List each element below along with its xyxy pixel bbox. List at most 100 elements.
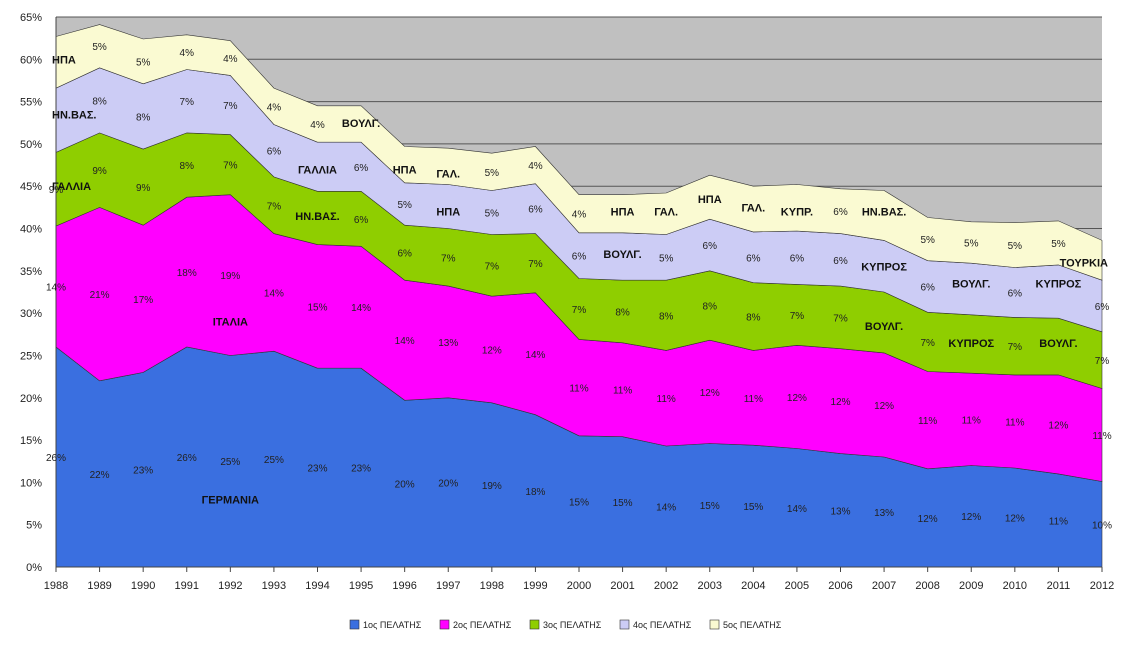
y-tick-label: 65% (20, 12, 42, 24)
legend-label: 4ος ΠΕΛΑΤΗΣ (633, 620, 692, 630)
data-label: 8% (92, 96, 107, 107)
data-label: 26% (177, 453, 197, 464)
data-label: 9% (136, 183, 151, 194)
x-tick-label: 2011 (1047, 580, 1071, 592)
data-label: 7% (1095, 356, 1110, 367)
annotation-label: ΙΤΑΛΙΑ (213, 317, 248, 329)
data-label: 5% (659, 253, 674, 264)
data-label: 11% (1049, 516, 1068, 527)
data-label: 4% (267, 102, 282, 113)
annotation-label: ΗΝ.ΒΑΣ. (52, 109, 97, 121)
data-label: 11% (1005, 417, 1024, 428)
data-label: 5% (964, 239, 979, 250)
data-label: 8% (746, 313, 761, 324)
x-tick-label: 1991 (175, 580, 199, 592)
x-tick-label: 1989 (87, 580, 111, 592)
data-label: 25% (220, 457, 240, 468)
y-tick-label: 0% (26, 562, 42, 574)
data-label: 8% (615, 307, 630, 318)
x-tick-label: 1997 (436, 580, 460, 592)
data-label: 6% (572, 252, 587, 263)
data-label: 8% (659, 311, 674, 322)
x-tick-label: 2006 (828, 580, 852, 592)
data-label: 14% (525, 350, 545, 361)
data-label: 15% (700, 501, 720, 512)
data-label: 5% (485, 168, 500, 179)
y-tick-label: 35% (20, 266, 42, 278)
data-label: 6% (790, 254, 805, 265)
data-label: 7% (833, 313, 848, 324)
x-tick-label: 2005 (785, 580, 809, 592)
data-label: 11% (744, 394, 763, 405)
y-tick-label: 50% (20, 139, 42, 151)
data-label: 14% (787, 504, 807, 515)
data-label: 20% (395, 480, 415, 491)
annotation-label: ΒΟΥΛΓ. (1039, 338, 1077, 350)
data-label: 5% (920, 235, 935, 246)
data-label: 8% (136, 112, 151, 123)
annotation-label: ΓΑΛΛΙΑ (52, 181, 91, 193)
data-label: 7% (180, 97, 195, 108)
data-label: 12% (961, 512, 981, 523)
data-label: 8% (180, 161, 195, 172)
data-label: 12% (787, 393, 807, 404)
data-label: 14% (46, 283, 66, 294)
x-tick-label: 2008 (915, 580, 939, 592)
data-label: 4% (572, 210, 587, 221)
data-label: 11% (613, 386, 632, 397)
annotation-label: ΚΥΠΡΟΣ (948, 338, 994, 350)
annotation-label: ΗΠΑ (698, 194, 722, 206)
data-label: 12% (830, 397, 850, 408)
data-label: 23% (307, 464, 327, 475)
x-tick-label: 1992 (218, 580, 242, 592)
data-label: 12% (1048, 420, 1068, 431)
data-label: 6% (1008, 288, 1023, 299)
data-label: 11% (657, 394, 676, 405)
legend-label: 2ος ΠΕΛΑΤΗΣ (453, 620, 512, 630)
legend-swatch (439, 619, 450, 630)
data-label: 11% (962, 415, 981, 426)
annotation-label: ΓΕΡΜΑΝΙΑ (202, 494, 259, 506)
legend-label: 5ος ΠΕΛΑΤΗΣ (723, 620, 782, 630)
data-label: 5% (1008, 241, 1023, 252)
data-label: 6% (354, 215, 369, 226)
data-label: 21% (90, 290, 110, 301)
x-tick-label: 1999 (523, 580, 547, 592)
x-tick-label: 2000 (567, 580, 591, 592)
data-label: 14% (264, 288, 284, 299)
data-label: 4% (310, 120, 325, 131)
data-label: 7% (528, 259, 543, 270)
x-tick-label: 2004 (741, 580, 765, 592)
data-label: 12% (1005, 514, 1025, 525)
y-tick-label: 15% (20, 435, 42, 447)
legend-swatch (529, 619, 540, 630)
data-label: 10% (1092, 520, 1112, 531)
data-label: 6% (833, 207, 848, 218)
y-tick-label: 30% (20, 308, 42, 320)
data-label: 5% (92, 42, 107, 53)
data-label: 7% (441, 253, 456, 264)
data-label: 23% (351, 464, 371, 475)
legend-swatch (709, 619, 720, 630)
x-tick-label: 2003 (698, 580, 722, 592)
data-label: 7% (223, 101, 238, 112)
x-tick-label: 2007 (872, 580, 896, 592)
legend-label: 1ος ΠΕΛΑΤΗΣ (363, 620, 422, 630)
data-label: 5% (485, 208, 500, 219)
annotation-label: ΗΠΑ (393, 164, 417, 176)
data-label: 19% (220, 271, 240, 282)
annotation-label: ΚΥΠΡΟΣ (1036, 279, 1082, 291)
data-label: 13% (438, 338, 458, 349)
x-tick-label: 1995 (349, 580, 373, 592)
y-tick-label: 45% (20, 181, 42, 193)
annotation-label: ΚΥΠΡ. (781, 207, 813, 219)
y-tick-label: 55% (20, 97, 42, 109)
legend-swatch (619, 619, 630, 630)
data-label: 4% (528, 161, 543, 172)
annotation-label: ΗΝ.ΒΑΣ. (295, 211, 340, 223)
data-label: 23% (133, 466, 153, 477)
data-label: 7% (485, 261, 500, 272)
data-label: 5% (136, 57, 151, 68)
